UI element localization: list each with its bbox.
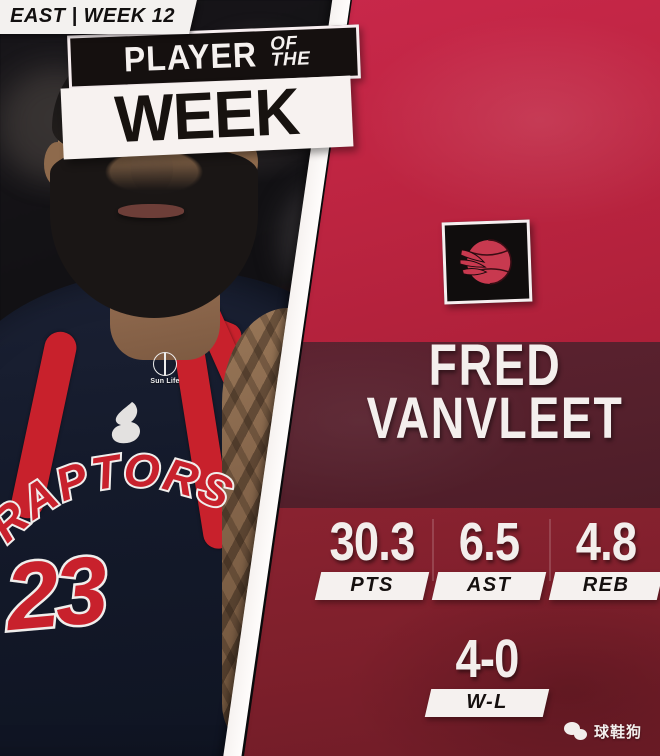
stat-record: 4-0 W-L <box>424 629 550 717</box>
watermark-text: 球鞋狗 <box>593 723 642 741</box>
toronto-raptors-logo <box>459 239 512 285</box>
stat-reb: 4.8 REB <box>548 512 660 600</box>
jersey-wordmark: RAPTORS <box>0 450 240 554</box>
player-first-name: FRED <box>428 333 562 398</box>
sponsor-name: Sun Life <box>150 378 180 385</box>
stat-label-bar: REB <box>548 572 660 600</box>
sunlife-ball-icon <box>153 352 177 376</box>
beard <box>50 150 258 318</box>
award-word-player: PLAYER <box>122 35 258 80</box>
record-value: 4-0 <box>455 629 519 689</box>
stat-label: AST <box>466 574 512 596</box>
award-lockup: PLAYER OF THE WEEK <box>60 24 400 159</box>
player-last-name: VANVLEET <box>366 386 624 452</box>
stat-value: 30.3 <box>329 512 416 572</box>
conference-week-text: EAST | WEEK 12 <box>10 5 175 27</box>
player-name: FRED VANVLEET <box>330 333 660 452</box>
jersey-wordmark-text: RAPTORS <box>0 450 240 554</box>
stats-row: 30.3 PTS 6.5 AST 4.8 REB <box>314 512 660 600</box>
mouth <box>118 204 184 218</box>
sponsor-logo: Sun Life <box>138 352 192 386</box>
record-label: W-L <box>466 691 508 713</box>
stat-divider <box>549 519 551 581</box>
jersey-number: 23 <box>0 534 111 653</box>
stat-label-bar: AST <box>431 572 547 600</box>
wechat-icon <box>563 721 588 742</box>
stat-label-bar: PTS <box>314 572 430 600</box>
stat-ast: 6.5 AST <box>431 512 551 600</box>
award-week-box: WEEK <box>60 73 354 159</box>
stat-value: 4.8 <box>575 512 637 572</box>
stat-label: PTS <box>350 574 394 596</box>
watermark: 球鞋狗 <box>563 721 642 742</box>
team-logo-tile <box>441 219 533 305</box>
record-label-bar: W-L <box>424 689 550 717</box>
svg-text:RAPTORS: RAPTORS <box>0 450 240 552</box>
award-word-the: THE <box>270 48 311 72</box>
stat-pts: 30.3 PTS <box>314 512 434 600</box>
jordan-jumpman-icon <box>111 402 140 444</box>
stat-divider <box>432 519 434 581</box>
award-words-of-the: OF THE <box>270 33 311 72</box>
stat-label: REB <box>582 574 630 596</box>
panel-band-middle <box>244 342 660 508</box>
stat-value: 6.5 <box>458 512 520 572</box>
award-word-week: WEEK <box>113 73 301 156</box>
conference-week-banner: EAST | WEEK 12 <box>0 0 197 34</box>
